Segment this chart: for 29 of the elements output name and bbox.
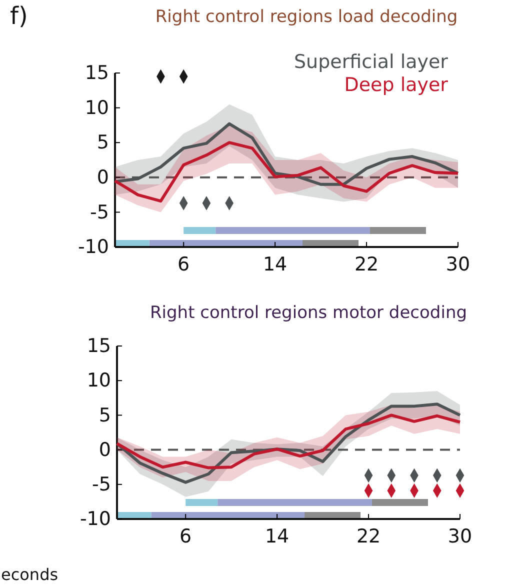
x-tick-label: 14 bbox=[264, 525, 290, 548]
y-tick-label: -10 bbox=[78, 236, 109, 258]
x-tick-label: 30 bbox=[446, 253, 470, 276]
y-tick-label: 5 bbox=[96, 132, 109, 154]
text: econds bbox=[1, 565, 58, 584]
chart-title: Right control regions motor decoding bbox=[150, 303, 468, 323]
x-tick-label: 30 bbox=[448, 525, 472, 548]
y-tick-label: 5 bbox=[98, 404, 111, 426]
y-tick-label: 10 bbox=[86, 370, 111, 392]
y-tick-label: -5 bbox=[92, 473, 111, 496]
text: Superficial layer bbox=[294, 51, 448, 73]
y-tick-label: 0 bbox=[98, 438, 111, 461]
line-series bbox=[116, 414, 462, 470]
x-tick-label: 14 bbox=[262, 253, 288, 276]
line-series bbox=[114, 122, 460, 186]
y-tick-label: 15 bbox=[86, 335, 111, 358]
y-tick-label: 15 bbox=[84, 62, 109, 84]
x-tick-label: 22 bbox=[356, 525, 381, 548]
chart-title: Right control regions load decoding bbox=[155, 7, 458, 27]
y-tick-label: 0 bbox=[96, 166, 109, 188]
x-tick-label: 6 bbox=[178, 253, 190, 276]
x-tick-label: 6 bbox=[180, 525, 192, 548]
x-tick-label: 22 bbox=[354, 253, 379, 276]
y-tick-label: -10 bbox=[80, 508, 111, 530]
line-series bbox=[114, 141, 460, 203]
text: Deep layer bbox=[344, 74, 448, 96]
y-tick-label: 10 bbox=[84, 96, 109, 119]
text: f) bbox=[10, 2, 28, 30]
y-tick-label: -5 bbox=[90, 201, 109, 224]
